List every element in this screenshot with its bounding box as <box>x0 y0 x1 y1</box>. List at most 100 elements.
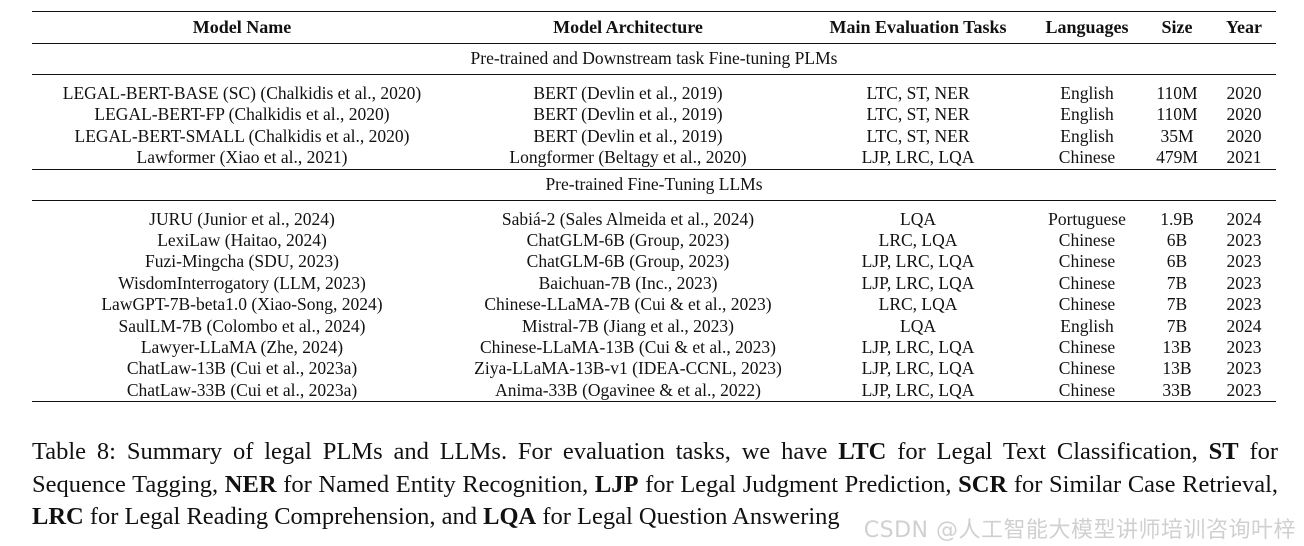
cell-architecture: Baichuan-7B (Inc., 2023) <box>538 272 718 293</box>
table-row: LexiLaw (Haitao, 2024) ChatGLM-6B (Group,… <box>32 230 1276 251</box>
caption-abbreviation-meaning: for Named Entity Recognition, <box>283 470 589 498</box>
cell-language: Chinese <box>1058 294 1116 315</box>
cell-architecture: BERT (Devlin et al., 2019) <box>533 104 723 125</box>
caption-abbreviation-meaning: for Legal Reading Comprehension, and <box>89 503 477 530</box>
cell-year: 2023 <box>1226 358 1262 379</box>
cell-model-name: ChatLaw-33B (Cui et al., 2023a) <box>126 379 358 400</box>
cell-tasks: LTC, ST, NER <box>866 83 970 103</box>
table-row: LEGAL-BERT-FP (Chalkidis et al., 2020) BE… <box>32 104 1276 125</box>
caption-abbreviation-meaning: for Similar Case Retrieval, <box>1013 470 1279 498</box>
cell-size: 13B <box>1162 358 1192 379</box>
cell-language: English <box>1060 125 1114 146</box>
cell-language: Chinese <box>1058 272 1116 293</box>
cell-size: 7B <box>1166 294 1188 315</box>
caption-abbreviation: LRC <box>32 503 84 530</box>
header-languages: Languages <box>1045 16 1129 37</box>
cell-year: 2020 <box>1226 125 1262 146</box>
cell-tasks: LQA <box>900 315 936 336</box>
header-year: Year <box>1226 16 1262 37</box>
cell-architecture: Anima-33B (Ogavinee & et al., 2022) <box>495 379 761 400</box>
cell-model-name: Fuzi-Mingcha (SDU, 2023) <box>145 251 339 272</box>
table-row: LEGAL-BERT-SMALL (Chalkidis et al., 2020… <box>32 126 1276 147</box>
cell-size: 7B <box>1166 272 1188 293</box>
section-title-row: Pre-trained and Downstream task Fine-tun… <box>32 43 1276 75</box>
cell-architecture: BERT (Devlin et al., 2019) <box>533 125 723 146</box>
cell-size: 7B <box>1166 315 1188 336</box>
cell-language: English <box>1060 83 1114 103</box>
caption-abbreviation-meaning: for Legal Text Classification, <box>897 438 1198 465</box>
cell-model-name: WisdomInterrogatory (LLM, 2023) <box>118 272 366 293</box>
cell-year: 2021 <box>1226 147 1262 168</box>
cell-language: Chinese <box>1058 337 1116 358</box>
cell-architecture: Sabiá-2 (Sales Almeida et al., 2024) <box>501 208 755 229</box>
caption-abbreviation: SCR <box>958 470 1008 498</box>
watermark: CSDN @人工智能大模型讲师培训咨询叶梓 <box>863 518 1296 543</box>
cell-architecture: Longformer (Beltagy et al., 2020) <box>509 147 747 168</box>
cell-model-name: LEGAL-BERT-BASE (SC) (Chalkidis et al., … <box>62 83 422 103</box>
header-evaluation-tasks: Main Evaluation Tasks <box>829 16 1007 37</box>
cell-year: 2024 <box>1226 208 1262 229</box>
table-row: LEGAL-BERT-BASE (SC) (Chalkidis et al., … <box>32 83 1276 104</box>
cell-architecture: BERT (Devlin et al., 2019) <box>533 83 723 103</box>
caption-abbreviation-meaning: for Legal Question Answering <box>542 503 840 530</box>
cell-size: 13B <box>1162 337 1192 358</box>
table-row: WisdomInterrogatory (LLM, 2023) Baichuan-… <box>32 273 1276 294</box>
cell-language: Chinese <box>1058 251 1116 272</box>
caption-abbreviation-meaning: for Sequence Tagging, <box>32 438 1279 498</box>
caption-label: Table 8: <box>32 438 116 465</box>
cell-model-name: SaulLM-7B (Colombo et al., 2024) <box>118 315 366 336</box>
cell-size: 6B <box>1166 230 1188 251</box>
cell-size: 1.9B <box>1160 208 1194 229</box>
cell-year: 2023 <box>1226 294 1262 315</box>
cell-year: 2023 <box>1226 379 1262 400</box>
cell-model-name: LEGAL-BERT-FP (Chalkidis et al., 2020) <box>94 104 390 125</box>
cell-tasks: LQA <box>900 208 936 229</box>
cell-language: Chinese <box>1058 147 1116 168</box>
cell-year: 2023 <box>1226 337 1262 358</box>
cell-architecture: Mistral-7B (Jiang et al., 2023) <box>522 315 734 336</box>
cell-model-name: LEGAL-BERT-SMALL (Chalkidis et al., 2020… <box>74 125 410 146</box>
cell-architecture: Chinese-LLaMA-7B (Cui & et al., 2023) <box>484 294 772 315</box>
caption-abbreviation: NER <box>224 470 277 498</box>
cell-tasks: LJP, LRC, LQA <box>861 251 975 272</box>
caption-abbreviation: LJP <box>594 470 639 498</box>
table-row: Fuzi-Mingcha (SDU, 2023) ChatGLM-6B (Grou… <box>32 251 1276 272</box>
section-title-row: Pre-trained Fine-Tuning LLMs <box>32 169 1276 200</box>
cell-year: 2023 <box>1226 230 1262 251</box>
cell-model-name: JURU (Junior et al., 2024) <box>149 208 335 229</box>
cell-size: 35M <box>1160 125 1194 146</box>
cell-architecture: ChatGLM-6B (Group, 2023) <box>526 251 730 272</box>
cell-model-name: LawGPT-7B-beta1.0 (Xiao-Song, 2024) <box>101 294 383 315</box>
table-row: SaulLM-7B (Colombo et al., 2024) Mistral-… <box>32 316 1276 337</box>
cell-tasks: LJP, LRC, LQA <box>861 147 975 168</box>
cell-architecture: Chinese-LLaMA-13B (Cui & et al., 2023) <box>480 337 776 358</box>
caption-abbreviation: LQA <box>483 503 537 530</box>
cell-tasks: LRC, LQA <box>878 230 958 251</box>
cell-year: 2020 <box>1226 83 1262 103</box>
header-model-architecture: Model Architecture <box>553 16 703 37</box>
caption-abbreviation: ST <box>1208 438 1239 465</box>
header-size: Size <box>1161 16 1193 37</box>
table-caption: Table 8: Summary of legal PLMs and LLMs.… <box>32 436 1278 534</box>
cell-language: Chinese <box>1058 379 1116 400</box>
cell-architecture: ChatGLM-6B (Group, 2023) <box>526 230 730 251</box>
legal-models-table: Model Name Model Architecture Main Evalu… <box>32 11 1276 402</box>
cell-size: 33B <box>1162 379 1192 400</box>
cell-model-name: Lawyer-LLaMA (Zhe, 2024) <box>140 337 344 358</box>
caption-abbreviation: LTC <box>838 438 887 465</box>
cell-language: English <box>1060 315 1114 336</box>
table-row: Lawformer (Xiao et al., 2021) Longformer … <box>32 147 1276 169</box>
table-row: JURU (Junior et al., 2024) Sabiá-2 (Sales… <box>32 209 1276 230</box>
table-row: LawGPT-7B-beta1.0 (Xiao-Song, 2024) Chine… <box>32 294 1276 315</box>
cell-model-name: Lawformer (Xiao et al., 2021) <box>136 147 348 168</box>
cell-language: English <box>1060 104 1114 125</box>
cell-tasks: LJP, LRC, LQA <box>861 358 975 379</box>
cell-size: 110M <box>1156 83 1198 103</box>
table-header-row: Model Name Model Architecture Main Evalu… <box>32 11 1276 44</box>
section-title: Pre-trained and Downstream task Fine-tun… <box>470 48 838 69</box>
section-spacer <box>32 200 1276 209</box>
cell-language: Chinese <box>1058 358 1116 379</box>
table-row: Lawyer-LLaMA (Zhe, 2024) Chinese-LLaMA-13… <box>32 337 1276 358</box>
cell-year: 2024 <box>1226 315 1262 336</box>
section-spacer <box>32 74 1276 84</box>
